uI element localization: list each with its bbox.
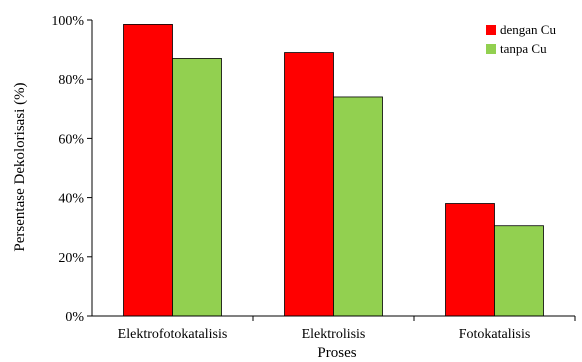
bar-dengan-cu-elektrofotokatalisis [123,24,173,317]
y-tick-label: 80% [58,73,84,88]
bar-tanpa-cu-elektrolisis [333,96,383,317]
legend-label-dengan-cu: dengan Cu [500,22,556,37]
bar-tanpa-cu-elektrofotokatalisis [172,58,222,317]
legend-swatch-dengan-cu [486,25,496,35]
legend: dengan Cu tanpa Cu [486,22,556,56]
bar-dengan-cu-elektrolisis [284,52,334,317]
x-tick-label: Fotokatalisis [459,327,531,342]
x-axis-ticks: Elektrofotokatalisis Elektrolisis Fotokata… [118,316,576,342]
bar-dengan-cu-fotokatalisis [445,203,495,317]
y-tick-label: 20% [58,251,84,266]
y-tick-label: 60% [58,132,84,147]
x-axis-title: Proses [317,345,356,361]
x-tick-label: Elektrolisis [302,327,366,342]
y-tick-label: 100% [51,14,84,29]
y-axis-title: Persentase Dekolorisasi (%) [12,82,28,251]
y-tick-label: 0% [65,310,84,325]
y-axis-ticks: 0% 20% 40% 60% 80% 100% [51,14,92,325]
x-tick-label: Elektrofotokatalisis [118,327,228,342]
legend-swatch-tanpa-cu [486,44,496,54]
bar-tanpa-cu-fotokatalisis [494,225,544,317]
y-tick-label: 40% [58,192,84,207]
legend-label-tanpa-cu: tanpa Cu [500,41,547,56]
bars [123,24,544,317]
